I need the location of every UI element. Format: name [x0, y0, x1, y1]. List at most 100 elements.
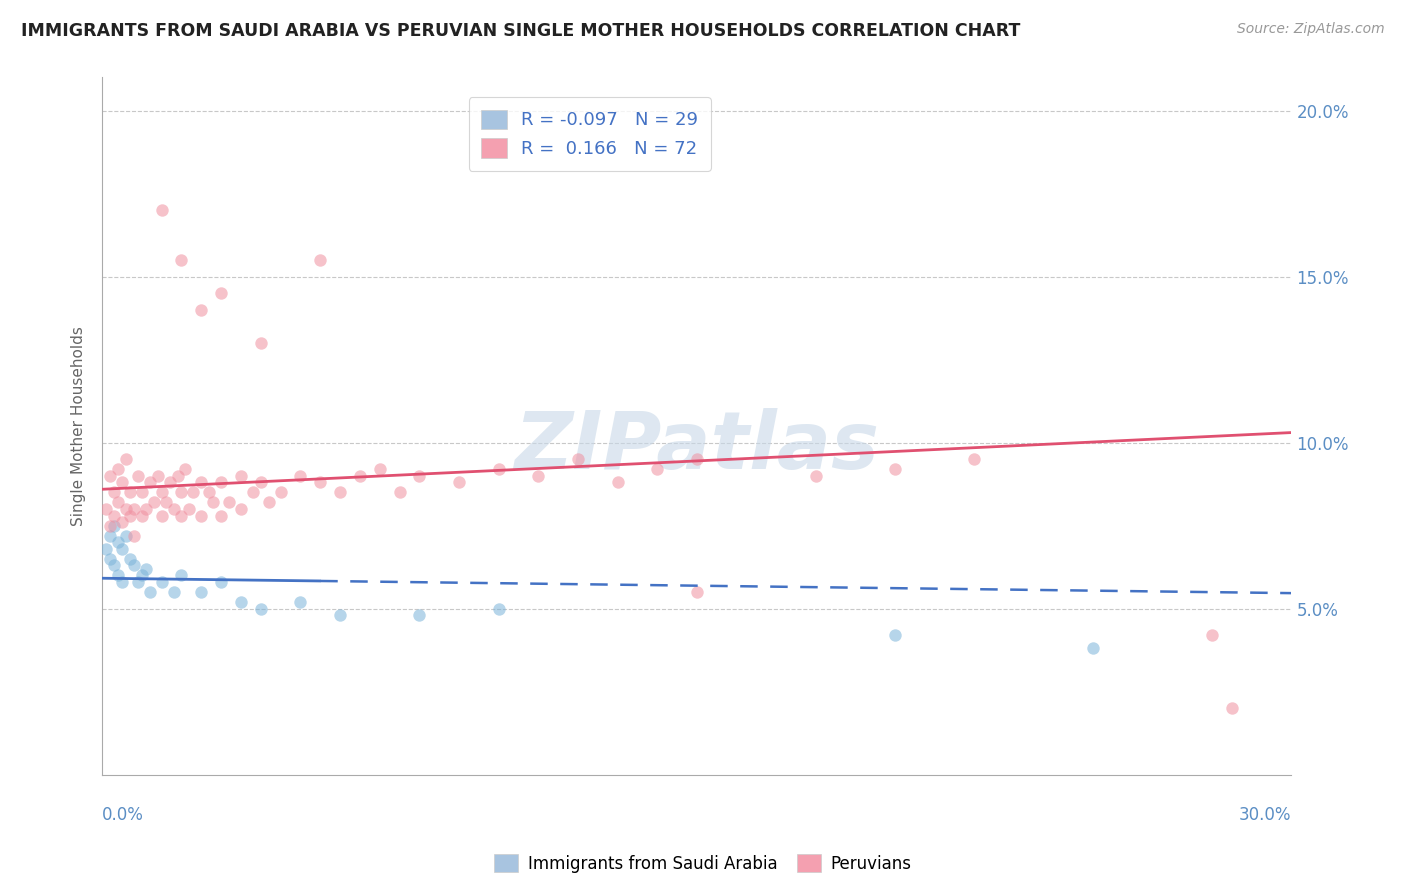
- Point: [209, 475, 232, 490]
- Point: [115, 502, 138, 516]
- Legend: Immigrants from Saudi Arabia, Peruvians: Immigrants from Saudi Arabia, Peruvians: [488, 847, 918, 880]
- Point: [408, 468, 430, 483]
- Point: [229, 468, 252, 483]
- Point: [155, 495, 177, 509]
- Point: [139, 475, 162, 490]
- Point: [170, 485, 193, 500]
- Point: [111, 475, 134, 490]
- Point: [96, 541, 118, 556]
- Point: [111, 575, 134, 590]
- Point: [209, 286, 232, 301]
- Point: [166, 468, 188, 483]
- Point: [96, 502, 118, 516]
- Point: [170, 568, 193, 582]
- Point: [408, 608, 430, 623]
- Point: [1201, 628, 1223, 642]
- Point: [146, 468, 169, 483]
- Point: [349, 468, 371, 483]
- Point: [98, 518, 121, 533]
- Point: [98, 468, 121, 483]
- Point: [127, 575, 149, 590]
- Point: [107, 495, 129, 509]
- Point: [174, 462, 197, 476]
- Point: [135, 562, 157, 576]
- Point: [567, 452, 589, 467]
- Point: [131, 508, 153, 523]
- Point: [131, 568, 153, 582]
- Point: [98, 528, 121, 542]
- Point: [249, 601, 271, 615]
- Point: [202, 495, 225, 509]
- Point: [290, 468, 312, 483]
- Point: [190, 508, 212, 523]
- Point: [884, 628, 907, 642]
- Point: [804, 468, 827, 483]
- Point: [103, 508, 125, 523]
- Point: [127, 468, 149, 483]
- Point: [115, 528, 138, 542]
- Point: [103, 558, 125, 573]
- Point: [122, 558, 145, 573]
- Point: [107, 462, 129, 476]
- Point: [645, 462, 668, 476]
- Text: 30.0%: 30.0%: [1239, 806, 1292, 824]
- Point: [309, 475, 332, 490]
- Point: [131, 485, 153, 500]
- Point: [388, 485, 411, 500]
- Point: [183, 485, 205, 500]
- Point: [122, 502, 145, 516]
- Point: [103, 485, 125, 500]
- Point: [135, 502, 157, 516]
- Point: [118, 551, 141, 566]
- Point: [170, 253, 193, 268]
- Point: [249, 475, 271, 490]
- Text: ZIPatlas: ZIPatlas: [515, 408, 879, 486]
- Point: [162, 502, 184, 516]
- Point: [190, 585, 212, 599]
- Point: [139, 585, 162, 599]
- Point: [111, 516, 134, 530]
- Point: [488, 462, 510, 476]
- Point: [159, 475, 181, 490]
- Point: [368, 462, 391, 476]
- Point: [488, 601, 510, 615]
- Text: Source: ZipAtlas.com: Source: ZipAtlas.com: [1237, 22, 1385, 37]
- Point: [249, 336, 271, 351]
- Point: [103, 518, 125, 533]
- Point: [118, 508, 141, 523]
- Y-axis label: Single Mother Households: Single Mother Households: [72, 326, 86, 526]
- Point: [118, 485, 141, 500]
- Point: [1083, 641, 1105, 656]
- Point: [290, 595, 312, 609]
- Point: [229, 595, 252, 609]
- Point: [242, 485, 264, 500]
- Point: [1220, 701, 1243, 715]
- Point: [686, 585, 709, 599]
- Point: [170, 508, 193, 523]
- Point: [122, 528, 145, 542]
- Point: [218, 495, 240, 509]
- Point: [198, 485, 221, 500]
- Point: [257, 495, 280, 509]
- Point: [98, 551, 121, 566]
- Point: [150, 575, 173, 590]
- Text: IMMIGRANTS FROM SAUDI ARABIA VS PERUVIAN SINGLE MOTHER HOUSEHOLDS CORRELATION CH: IMMIGRANTS FROM SAUDI ARABIA VS PERUVIAN…: [21, 22, 1021, 40]
- Point: [329, 608, 352, 623]
- Point: [606, 475, 628, 490]
- Point: [270, 485, 292, 500]
- Text: 0.0%: 0.0%: [103, 806, 143, 824]
- Point: [142, 495, 165, 509]
- Point: [527, 468, 550, 483]
- Point: [884, 462, 907, 476]
- Point: [111, 541, 134, 556]
- Point: [686, 452, 709, 467]
- Point: [190, 302, 212, 317]
- Point: [309, 253, 332, 268]
- Point: [963, 452, 986, 467]
- Point: [107, 568, 129, 582]
- Point: [115, 452, 138, 467]
- Point: [447, 475, 470, 490]
- Point: [190, 475, 212, 490]
- Point: [229, 502, 252, 516]
- Point: [209, 508, 232, 523]
